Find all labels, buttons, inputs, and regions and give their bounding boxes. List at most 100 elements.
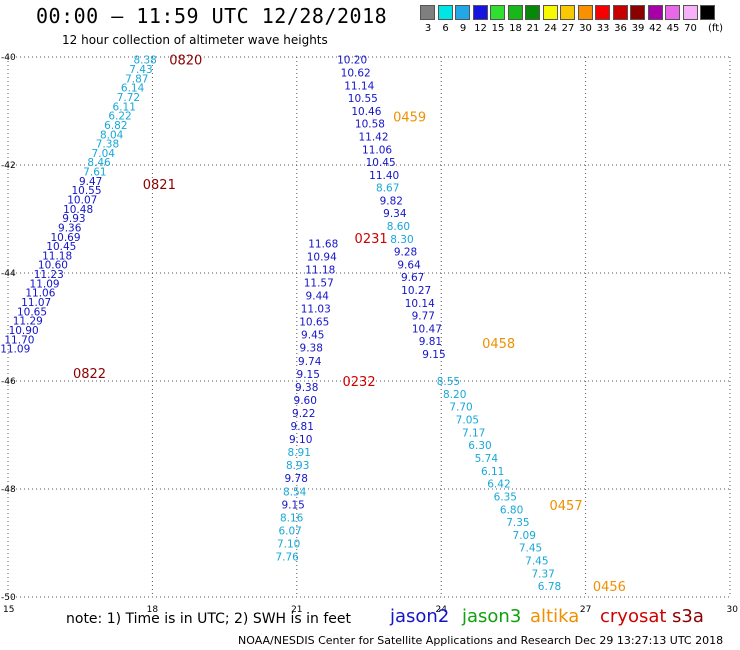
- page-subtitle: 12 hour collection of altimeter wave hei…: [62, 33, 328, 47]
- legend-label: 3: [424, 23, 432, 34]
- wave-height-label: 8.04: [100, 129, 124, 141]
- wave-height-label: 11.14: [344, 80, 374, 92]
- satellite-legend-jason2: jason2: [390, 606, 450, 627]
- lat-tick-label: -50: [1, 593, 16, 603]
- wave-height-label: 11.03: [301, 304, 331, 316]
- legend-swatch: [595, 5, 610, 20]
- wave-height-label: 6.78: [538, 581, 561, 593]
- lon-tick-label: 15: [3, 605, 14, 615]
- page-title: 00:00 – 11:59 UTC 12/28/2018: [36, 4, 388, 28]
- legend-swatch: [490, 5, 505, 20]
- legend-label: 39: [631, 23, 645, 34]
- wave-height-label: 7.37: [531, 568, 554, 580]
- pass-time-label: 0822: [73, 367, 106, 382]
- wave-height-label: 9.38: [300, 343, 323, 355]
- satellite-legend-cryosat: cryosat: [600, 606, 667, 627]
- wave-height-label: 11.18: [42, 250, 72, 262]
- wave-height-label: 11.18: [305, 264, 335, 276]
- legend-label: 30: [579, 23, 592, 34]
- wave-height-label: 6.22: [108, 111, 131, 123]
- legend-swatch: [420, 5, 435, 20]
- wave-height-label: 8.54: [283, 486, 307, 498]
- legend-label: 12: [474, 23, 487, 34]
- legend-label: 9: [459, 23, 467, 34]
- satellite-legend-jason3: jason3: [462, 606, 522, 627]
- wave-height-label: 10.55: [71, 185, 101, 197]
- legend-swatch: [560, 5, 575, 20]
- lon-tick-label: 18: [147, 605, 159, 615]
- wave-height-label: 9.67: [401, 272, 424, 284]
- wave-height-label: 11.29: [13, 316, 43, 328]
- wave-height-label: 8.91: [288, 447, 311, 459]
- legend-label: 70: [684, 23, 697, 34]
- wave-height-label: 7.43: [129, 64, 152, 76]
- wave-height-label: 9.38: [295, 382, 318, 394]
- wave-height-label: 10.47: [412, 323, 442, 335]
- wave-height-label: 7.76: [275, 552, 299, 564]
- wave-height-label: 10.90: [9, 325, 39, 337]
- wave-height-label: 10.20: [337, 55, 367, 67]
- pass-time-label: 0821: [143, 178, 176, 193]
- wave-height-label: 6.35: [494, 491, 517, 503]
- satellite-legend-altika: altika: [530, 606, 580, 627]
- wave-height-label: 11.06: [362, 144, 392, 156]
- legend-label: 21: [526, 23, 540, 34]
- pass-time-label: 0820: [169, 54, 202, 69]
- wave-height-label: 9.81: [291, 421, 314, 433]
- wave-height-label: 6.11: [113, 101, 136, 113]
- legend-label: 36: [614, 23, 627, 34]
- wave-height-label: 10.27: [401, 285, 431, 297]
- legend-swatch: [630, 5, 645, 20]
- wave-height-label: 11.23: [34, 269, 64, 281]
- wave-height-label: 9.93: [62, 213, 85, 225]
- legend-swatch: [612, 5, 628, 20]
- wave-height-label: 7.61: [83, 167, 106, 179]
- wave-height-label: 8.93: [286, 460, 309, 472]
- legend-label: 18: [509, 23, 522, 34]
- wave-height-label: 10.46: [351, 106, 381, 118]
- legend-unit: (ft): [707, 23, 724, 34]
- wave-height-label: 6.14: [121, 83, 145, 95]
- legend-label: 33: [596, 23, 610, 34]
- wave-height-label: 9.78: [285, 473, 308, 485]
- wave-height-label: 10.45: [46, 241, 76, 253]
- wave-height-label: 10.69: [50, 232, 80, 244]
- wave-height-label: 8.46: [87, 157, 111, 169]
- wave-height-label: 8.67: [376, 183, 399, 195]
- legend-label: 15: [491, 23, 505, 34]
- wave-height-label: 9.77: [412, 311, 435, 323]
- wave-height-label: 8.30: [390, 234, 413, 246]
- pass-time-label: 0457: [550, 499, 583, 514]
- wave-height-label: 7.17: [462, 427, 485, 439]
- wave-height-label: 8.16: [280, 512, 304, 524]
- wave-height-label: 7.05: [456, 414, 479, 426]
- wave-height-label: 10.48: [63, 204, 93, 216]
- wave-height-label: 8.55: [437, 376, 460, 388]
- wave-height-label: 11.70: [4, 334, 34, 346]
- wave-height-label: 7.45: [525, 556, 548, 568]
- legend-swatch: [437, 5, 453, 20]
- wave-height-label: 11.09: [30, 278, 60, 290]
- wave-height-label: 9.60: [294, 395, 317, 407]
- legend-label: 45: [666, 23, 680, 34]
- satellite-legend-s3a: s3a: [672, 606, 704, 627]
- legend-swatch: [647, 5, 663, 20]
- wave-height-label: 9.47: [79, 176, 102, 188]
- wave-height-label: 9.10: [289, 434, 312, 446]
- wave-height-label: 9.82: [380, 195, 403, 207]
- wave-height-label: 6.30: [468, 440, 491, 452]
- wave-height-label: 11.40: [369, 170, 399, 182]
- legend-swatch: [507, 5, 523, 20]
- wave-height-label: 9.22: [292, 408, 315, 420]
- wave-height-label: 6.80: [500, 504, 523, 516]
- wave-height-label: 9.36: [58, 222, 82, 234]
- wave-height-label: 10.07: [67, 194, 97, 206]
- wave-height-label: 10.55: [348, 93, 378, 105]
- wave-height-label: 10.14: [405, 298, 435, 310]
- wave-height-label: 8.20: [443, 389, 466, 401]
- wave-height-label: 9.45: [301, 330, 324, 342]
- wave-height-label: 7.45: [519, 543, 542, 555]
- lon-tick-label: 21: [291, 605, 302, 615]
- wave-height-label: 11.07: [21, 297, 51, 309]
